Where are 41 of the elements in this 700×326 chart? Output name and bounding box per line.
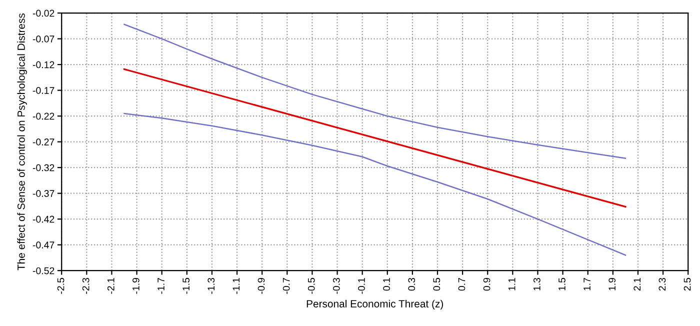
x-tick-label: -0.5 xyxy=(308,278,315,294)
x-tick-label: 0.9 xyxy=(483,278,490,291)
x-tick-label: -1.9 xyxy=(132,278,140,294)
x-tick-label: 2.3 xyxy=(658,278,666,291)
y-tick-label: -0.47 xyxy=(32,242,54,248)
y-tick-label: -0.17 xyxy=(32,87,54,94)
x-axis-title: Personal Economic Threat (z) xyxy=(306,300,444,310)
x-tick-label: 0.5 xyxy=(433,278,440,291)
y-tick-label: -0.12 xyxy=(32,61,54,68)
y-axis-title: The effect of Sense of control on Psychological Distress xyxy=(17,13,27,270)
x-tick-label: 0.3 xyxy=(408,278,416,291)
x-tick-label: -0.7 xyxy=(282,278,290,294)
x-tick-label: 0.1 xyxy=(383,278,390,291)
y-tick-label: -0.42 xyxy=(32,216,54,223)
x-tick-label: 2.1 xyxy=(634,278,640,291)
x-tick-label: 1.9 xyxy=(608,278,616,290)
x-tick-label: -2.5 xyxy=(57,278,64,294)
x-tick-label: 1.7 xyxy=(584,278,590,290)
y-tick-label: -0.02 xyxy=(32,10,54,17)
x-tick-label: -1.3 xyxy=(208,278,215,294)
y-tick-label: -0.32 xyxy=(32,164,54,172)
x-tick-label: 0.7 xyxy=(458,278,466,291)
y-tick-label: -0.07 xyxy=(32,36,54,42)
y-tick-label: -0.22 xyxy=(32,112,54,120)
x-tick-label: -2.1 xyxy=(107,278,114,294)
x-tick-label: -1.5 xyxy=(182,278,190,294)
x-tick-label: 1.3 xyxy=(533,278,540,290)
x-tick-label: 1.5 xyxy=(558,278,566,290)
y-tick-label: -0.52 xyxy=(32,267,54,274)
x-tick-label: -0.9 xyxy=(258,278,265,294)
x-tick-label: -1.7 xyxy=(158,278,164,294)
x-tick-label: 2.5 xyxy=(684,278,691,291)
x-tick-label: -0.1 xyxy=(358,278,365,294)
line-series xyxy=(124,112,626,256)
x-tick-label: -0.3 xyxy=(332,278,340,294)
x-tick-label: -1.1 xyxy=(232,278,240,294)
x-tick-label: 1.1 xyxy=(508,278,516,290)
line-series xyxy=(124,24,626,159)
x-tick-label: -2.3 xyxy=(82,278,90,294)
y-tick-label: -0.37 xyxy=(32,190,54,197)
y-tick-label: -0.27 xyxy=(32,138,54,146)
